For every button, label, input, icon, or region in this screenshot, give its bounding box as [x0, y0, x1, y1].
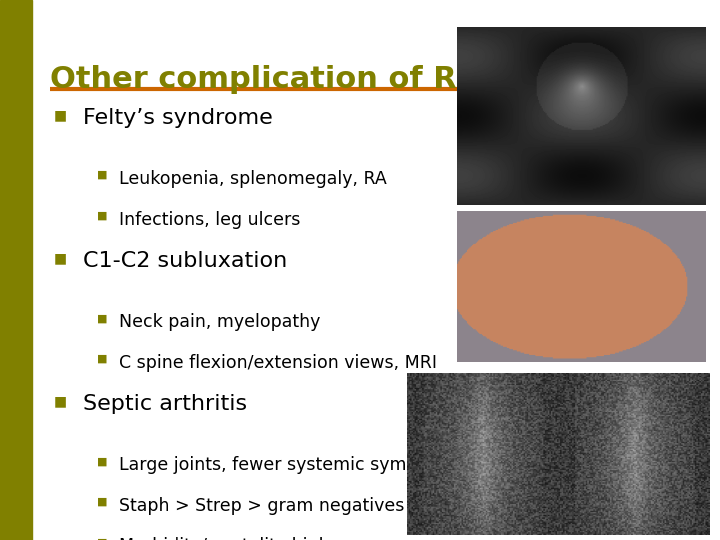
Text: ■: ■	[97, 313, 108, 323]
Text: ■: ■	[97, 211, 108, 221]
Text: Staph > Strep > gram negatives: Staph > Strep > gram negatives	[119, 497, 404, 515]
Text: ■: ■	[54, 251, 67, 265]
Text: ■: ■	[54, 108, 67, 122]
Text: ■: ■	[97, 537, 108, 540]
Text: Infections, leg ulcers: Infections, leg ulcers	[119, 211, 300, 228]
Text: Leukopenia, splenomegaly, RA: Leukopenia, splenomegaly, RA	[119, 170, 387, 188]
Text: ■: ■	[97, 170, 108, 180]
Text: Other complication of RA: Other complication of RA	[50, 65, 481, 94]
Text: Morbidity/mortality high: Morbidity/mortality high	[119, 537, 330, 540]
Text: ■: ■	[97, 497, 108, 507]
Text: Large joints, fewer systemic symptoms: Large joints, fewer systemic symptoms	[119, 456, 461, 474]
Text: Felty’s syndrome: Felty’s syndrome	[83, 108, 273, 128]
Text: C1-C2 subluxation: C1-C2 subluxation	[83, 251, 287, 271]
Text: ■: ■	[54, 394, 67, 408]
Text: C spine flexion/extension views, MRI: C spine flexion/extension views, MRI	[119, 354, 437, 372]
Text: Neck pain, myelopathy: Neck pain, myelopathy	[119, 313, 320, 331]
Text: ■: ■	[97, 456, 108, 467]
Text: ■: ■	[97, 354, 108, 364]
Text: Septic arthritis: Septic arthritis	[83, 394, 247, 414]
Bar	[0, 0, 32, 540]
